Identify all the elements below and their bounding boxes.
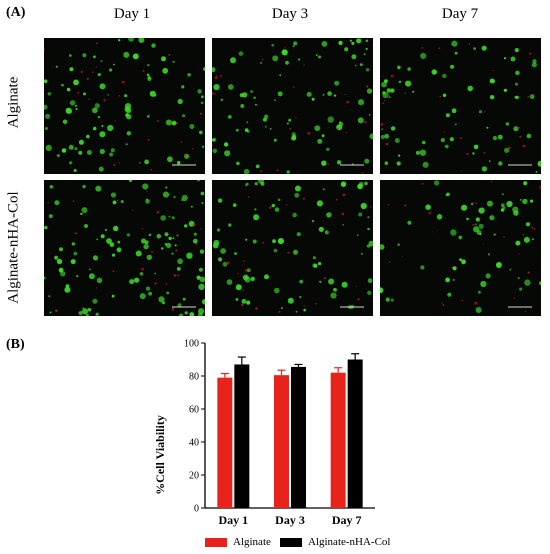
fluorescence-image — [44, 180, 205, 316]
bar — [274, 375, 289, 508]
fluorescence-image — [212, 38, 373, 174]
bar — [291, 366, 306, 508]
x-tick-label: Day 1 — [218, 513, 248, 527]
row-header-alginate-nha-col: Alginate-nHA-Col — [5, 191, 22, 304]
viability-chart-svg: 0 20 40 60 80 100 Day 1 Day 3 Day 7 %Cell Viabil… — [153, 339, 375, 527]
y-tick-label: 40 — [189, 438, 199, 449]
fluorescence-image — [44, 38, 205, 172]
x-tick-label: Day 3 — [275, 513, 305, 527]
panel-a-label: (A) — [6, 5, 26, 20]
micrograph-alginate-day-7 — [380, 38, 541, 174]
bar — [217, 377, 233, 508]
bar — [330, 372, 346, 508]
micrograph-alginate-day-3 — [212, 38, 373, 174]
fluorescence-image — [380, 180, 541, 313]
micrograph-alginate-nha-col-day-7 — [380, 180, 541, 316]
bar — [234, 364, 250, 508]
legend-label-alginate: Alginate — [233, 536, 271, 548]
column-header-day-1: Day 1 — [113, 6, 151, 22]
legend-item-alginate-nha-col: Alginate-nHA-Col — [280, 536, 390, 548]
column-header-day-3: Day 3 — [271, 6, 309, 22]
micrograph-alginate-nha-col-day-3 — [212, 180, 373, 316]
viability-bar-chart: 0 20 40 60 80 100 Day 1 Day 3 Day 7 %Cell Viabil… — [150, 335, 390, 554]
x-tick-label: Day 7 — [332, 513, 362, 527]
y-tick-label: 0 — [194, 504, 199, 515]
y-axis-label: %Cell Viability — [153, 415, 167, 495]
y-tick-label: 60 — [189, 405, 199, 416]
fluorescence-image — [212, 180, 373, 313]
micrograph-alginate-nha-col-day-1 — [44, 180, 205, 316]
legend-swatch-red — [205, 537, 227, 547]
y-tick-label: 100 — [184, 339, 199, 350]
panel-b-label: (B) — [6, 337, 25, 352]
legend-label-alginate-nha-col: Alginate-nHA-Col — [308, 536, 391, 548]
fluorescence-image — [380, 40, 541, 173]
row-header-alginate: Alginate — [5, 76, 22, 129]
y-tick-label: 20 — [189, 471, 199, 482]
bar — [347, 359, 363, 508]
y-tick-label: 80 — [189, 372, 199, 383]
column-header-day-7: Day 7 — [441, 6, 479, 22]
legend-swatch-black — [280, 537, 302, 547]
micrograph-alginate-day-1 — [44, 38, 205, 174]
legend-item-alginate: Alginate — [205, 536, 271, 548]
